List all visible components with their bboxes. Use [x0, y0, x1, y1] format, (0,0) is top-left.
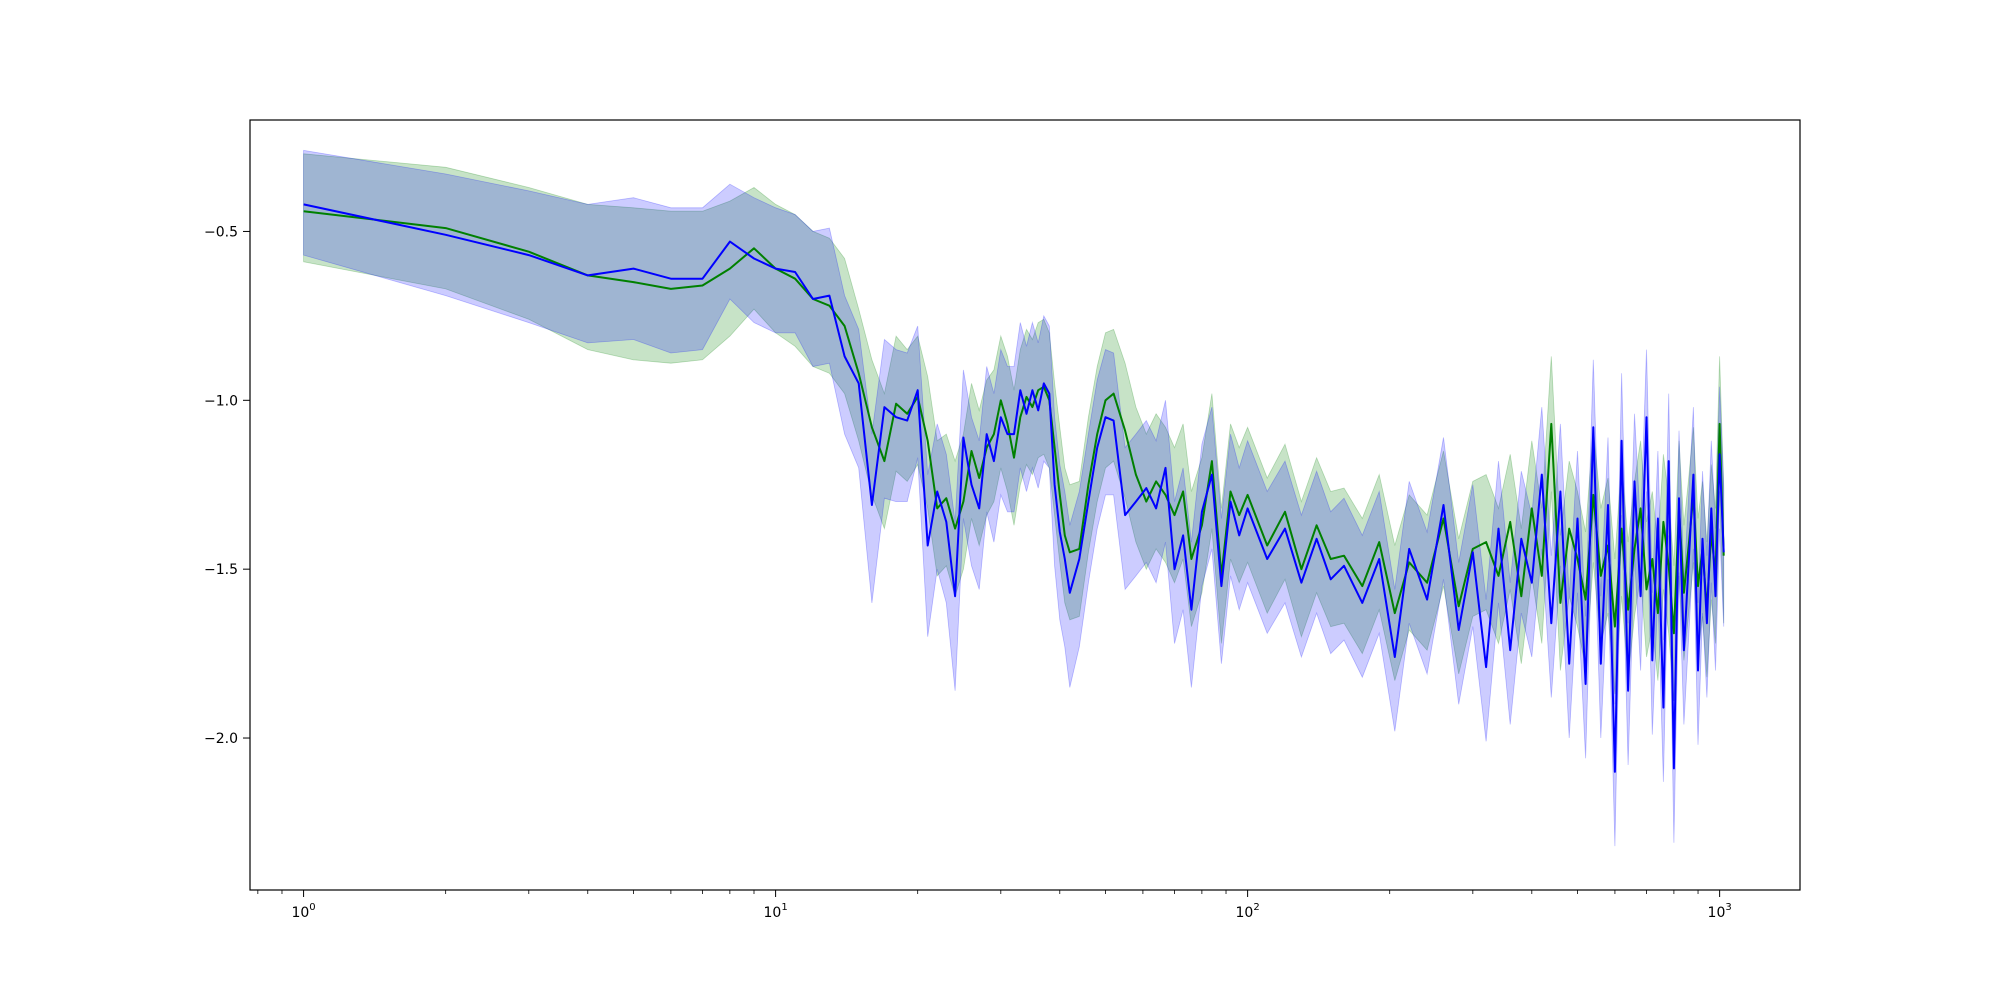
series-lines: [303, 203, 1725, 773]
y-tick-label: −1.5: [204, 562, 238, 578]
x-tick-label: 102: [1236, 902, 1260, 921]
x-tick-label: 103: [1708, 902, 1732, 921]
confidence-bands: [303, 149, 1725, 847]
plot-frame: [249, 119, 1801, 891]
y-tick-label: −0.5: [204, 224, 238, 240]
x-tick-label: 101: [763, 902, 787, 921]
x-axis: 100 101 102 103: [257, 890, 1732, 921]
y-axis: −0.5 −1.0 −1.5 −2.0: [204, 224, 250, 747]
y-tick-label: −1.0: [204, 393, 238, 409]
x-tick-label: 100: [291, 902, 315, 921]
series-1-band: [303, 149, 1725, 847]
y-tick-label: −2.0: [204, 731, 238, 747]
series-0-band: [303, 153, 1725, 701]
series-1-line: [303, 203, 1725, 773]
